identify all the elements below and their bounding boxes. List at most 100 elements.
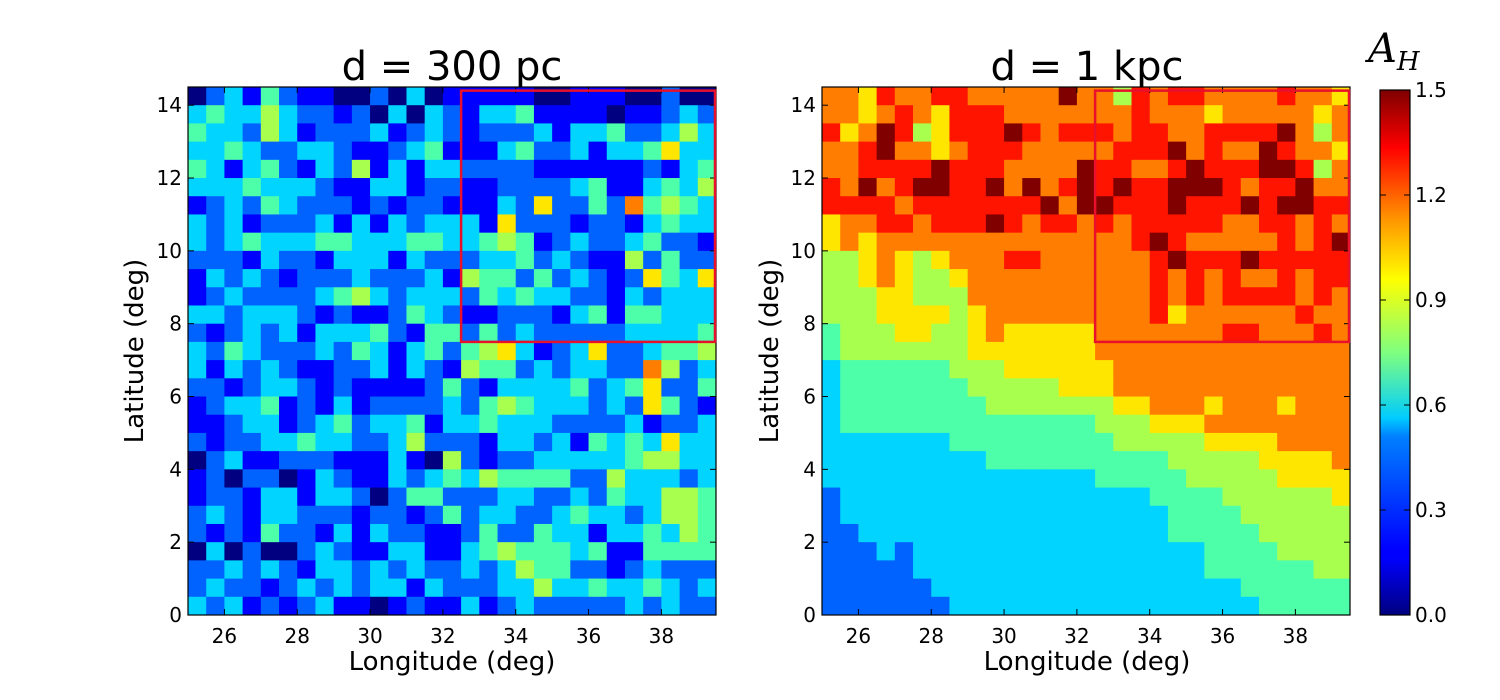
panel-title: d = 300 pc — [342, 44, 563, 90]
heatmap-cell — [822, 542, 841, 561]
heatmap-cell — [1040, 560, 1060, 579]
heatmap-cell — [570, 542, 589, 561]
heatmap-cell — [315, 250, 335, 270]
heatmap-cell — [1204, 469, 1223, 488]
heatmap-cell — [1222, 469, 1242, 488]
heatmap-cell — [1040, 596, 1060, 616]
heatmap-cell — [1331, 341, 1351, 361]
heatmap-cell — [1204, 214, 1223, 234]
heatmap-cell — [424, 105, 444, 124]
heatmap-cell — [643, 196, 662, 215]
heatmap-cell — [279, 414, 298, 434]
heatmap-cell — [333, 196, 353, 215]
heatmap-cell — [1040, 396, 1060, 416]
heatmap-cell — [931, 560, 950, 579]
heatmap-cell — [822, 123, 841, 143]
heatmap-cell — [1040, 451, 1060, 470]
heatmap-cell — [570, 596, 589, 616]
heatmap-cell — [570, 560, 589, 579]
heatmap-cell — [679, 487, 699, 507]
heatmap-cell — [1095, 287, 1114, 306]
heatmap-cell — [1295, 578, 1314, 598]
heatmap-cell — [985, 214, 1005, 234]
heatmap-cell — [242, 305, 262, 325]
heatmap-cell — [497, 214, 517, 234]
heatmap-cell — [1240, 596, 1260, 616]
heatmap-cell — [931, 178, 950, 197]
heatmap-cell — [388, 341, 407, 361]
heatmap-cell — [840, 451, 859, 470]
heatmap-cell — [1040, 305, 1060, 325]
heatmap-cell — [351, 542, 371, 561]
heatmap-cell — [297, 341, 316, 361]
heatmap-cell — [533, 523, 553, 543]
heatmap-cell — [1313, 323, 1333, 343]
heatmap-cell — [1131, 396, 1151, 416]
heatmap-cell — [985, 542, 1005, 561]
heatmap-cell — [497, 378, 517, 397]
heatmap-cell — [370, 232, 389, 252]
heatmap-cell — [1277, 360, 1296, 379]
heatmap-cell — [1186, 523, 1205, 543]
heatmap-cell — [1113, 560, 1132, 579]
heatmap-cell — [570, 451, 589, 470]
heatmap-cell — [1004, 232, 1023, 252]
heatmap-cell — [894, 141, 914, 161]
heatmap-cell — [406, 141, 426, 161]
heatmap-cell — [822, 87, 841, 106]
heatmap-cell — [840, 360, 859, 379]
heatmap-cell — [661, 323, 680, 343]
heatmap-cell — [624, 232, 644, 252]
heatmap-cell — [1004, 396, 1023, 416]
heatmap-cell — [606, 487, 626, 507]
heatmap-cell — [333, 105, 353, 124]
heatmap-cell — [1313, 378, 1333, 397]
heatmap-cell — [967, 523, 987, 543]
heatmap-cell — [533, 250, 553, 270]
heatmap-cell — [533, 341, 553, 361]
heatmap-cell — [424, 232, 444, 252]
panel-title: d = 1 kpc — [990, 44, 1183, 90]
heatmap-cell — [1204, 487, 1223, 507]
heatmap-cell — [876, 523, 896, 543]
heatmap-cell — [679, 451, 699, 470]
heatmap-cell — [442, 341, 462, 361]
heatmap-cell — [497, 578, 517, 598]
heatmap-cell — [1186, 141, 1205, 161]
heatmap-cell — [1277, 141, 1296, 161]
heatmap-cell — [461, 560, 480, 579]
heatmap-cell — [967, 487, 987, 507]
heatmap-cell — [588, 287, 608, 306]
heatmap-cell — [388, 232, 407, 252]
heatmap-cell — [858, 414, 878, 434]
heatmap-cell — [552, 196, 571, 215]
heatmap-cell — [1186, 250, 1205, 270]
heatmap-cell — [1149, 578, 1169, 598]
heatmap-cell — [533, 178, 553, 197]
heatmap-cell — [1240, 432, 1260, 452]
heatmap-cell — [949, 542, 969, 561]
heatmap-cell — [1258, 414, 1278, 434]
heatmap-cell — [1149, 196, 1169, 215]
heatmap-cell — [1222, 123, 1242, 143]
heatmap-cell — [224, 523, 244, 543]
heatmap-cell — [260, 469, 280, 488]
heatmap-cell — [461, 432, 480, 452]
heatmap-cell — [931, 505, 950, 525]
heatmap-cell — [1295, 414, 1314, 434]
heatmap-cell — [260, 396, 280, 416]
heatmap-cell — [913, 178, 932, 197]
heatmap-cell — [949, 323, 969, 343]
heatmap-cell — [351, 214, 371, 234]
heatmap-cell — [370, 523, 389, 543]
heatmap-cell — [515, 341, 535, 361]
heatmap-cell — [643, 542, 662, 561]
heatmap-cell — [624, 505, 644, 525]
heatmap-cell — [570, 432, 589, 452]
heatmap-cell — [351, 232, 371, 252]
heatmap-cell — [643, 269, 662, 288]
heatmap-cell — [442, 469, 462, 488]
heatmap-cell — [333, 487, 353, 507]
heatmap-cell — [370, 196, 389, 215]
heatmap-cell — [949, 487, 969, 507]
